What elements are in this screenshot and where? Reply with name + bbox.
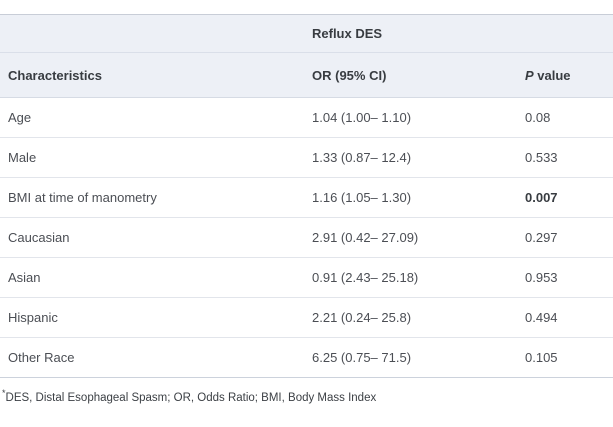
footnote-marker: * — [2, 388, 6, 399]
table-row-bmi: BMI at time of manometry 1.16 (1.05– 1.3… — [0, 178, 613, 218]
p-value-cell: 0.08 — [525, 110, 551, 125]
col-header-characteristics: Characteristics — [8, 67, 102, 83]
table-row-hispanic: Hispanic 2.21 (0.24– 25.8) 0.494 — [0, 298, 613, 338]
characteristic-cell: Other Race — [8, 350, 75, 365]
p-value-cell: 0.297 — [525, 230, 558, 245]
col-header-or-ci: OR (95% CI) — [312, 67, 387, 83]
or-ci-cell: 0.91 (2.43– 25.18) — [312, 270, 419, 285]
table-row-asian: Asian 0.91 (2.43– 25.18) 0.953 — [0, 258, 613, 298]
p-value-cell: 0.953 — [525, 270, 558, 285]
or-ci-cell: 1.33 (0.87– 12.4) — [312, 150, 412, 165]
or-ci-cell: 2.21 (0.24– 25.8) — [312, 310, 412, 325]
characteristic-cell: Asian — [8, 270, 41, 285]
table-row-caucasian: Caucasian 2.91 (0.42– 27.09) 0.297 — [0, 218, 613, 258]
characteristic-cell: BMI at time of manometry — [8, 190, 157, 205]
or-ci-cell: 1.04 (1.00– 1.10) — [312, 110, 412, 125]
characteristic-cell: Male — [8, 150, 37, 165]
footnote-text: DES, Distal Esophageal Spasm; OR, Odds R… — [5, 392, 377, 404]
p-value-rest: value — [537, 67, 571, 83]
p-value-cell-significant: 0.007 — [525, 190, 558, 205]
characteristic-cell: Age — [8, 110, 32, 125]
p-value-cell: 0.494 — [525, 310, 558, 325]
or-ci-cell: 2.91 (0.42– 27.09) — [312, 230, 419, 245]
or-ci-cell: 1.16 (1.05– 1.30) — [312, 190, 412, 205]
table-row-age: Age 1.04 (1.00– 1.10) 0.08 — [0, 98, 613, 138]
or-ci-cell: 6.25 (0.75– 71.5) — [312, 350, 412, 365]
footnote: *DES, Distal Esophageal Spasm; OR, Odds … — [2, 389, 377, 404]
table-row-other-race: Other Race 6.25 (0.75– 71.5) 0.105 — [0, 338, 613, 378]
p-value-italic-letter: P — [525, 67, 534, 83]
results-table: Reflux DES Characteristics OR (95% CI) P… — [0, 14, 613, 378]
table-row-male: Male 1.33 (0.87– 12.4) 0.533 — [0, 138, 613, 178]
characteristic-cell: Hispanic — [8, 310, 58, 325]
group-header-row: Reflux DES — [0, 15, 613, 53]
p-value-cell: 0.105 — [525, 350, 558, 365]
group-header-label: Reflux DES — [312, 26, 383, 41]
characteristic-cell: Caucasian — [8, 230, 70, 245]
p-value-cell: 0.533 — [525, 150, 558, 165]
